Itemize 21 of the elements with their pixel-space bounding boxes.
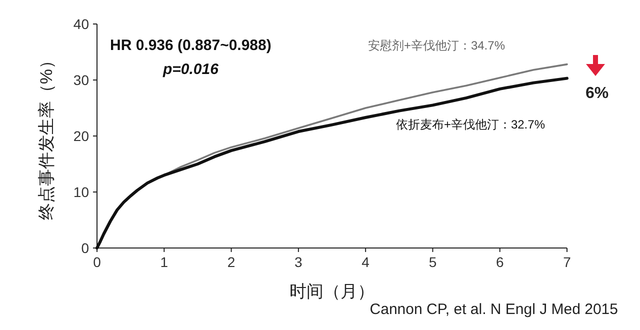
x-tick-label: 6 [496,254,504,270]
x-tick-label: 5 [428,254,437,270]
y-tick-label: 40 [73,16,90,32]
x-tick-label: 4 [362,254,370,270]
series-label: 安慰剂+辛伐他汀：34.7% [368,38,506,52]
series-label: 依折麦布+辛伐他汀：32.7% [396,117,546,132]
text: Cannon CP, et al. N Engl J Med 2015 [370,301,618,318]
annotation: p=0.016 [162,61,220,78]
annotation: HR 0.936 (0.887~0.988) [110,37,272,54]
x-tick-label: 1 [160,254,168,270]
x-tick-label: 7 [563,254,572,270]
x-axis-title: 时间（月） [290,282,374,301]
x-tick-label: 0 [93,254,102,270]
text: 6% [585,85,609,102]
x-tick-label: 2 [227,254,236,270]
x-tick-label: 3 [294,254,303,270]
y-tick-label: 0 [81,240,90,256]
y-tick-label: 10 [73,184,90,200]
y-tick-label: 20 [73,128,90,144]
y-axis-title: 终点事件发生率（%） [37,52,56,220]
y-tick-label: 30 [73,72,90,88]
